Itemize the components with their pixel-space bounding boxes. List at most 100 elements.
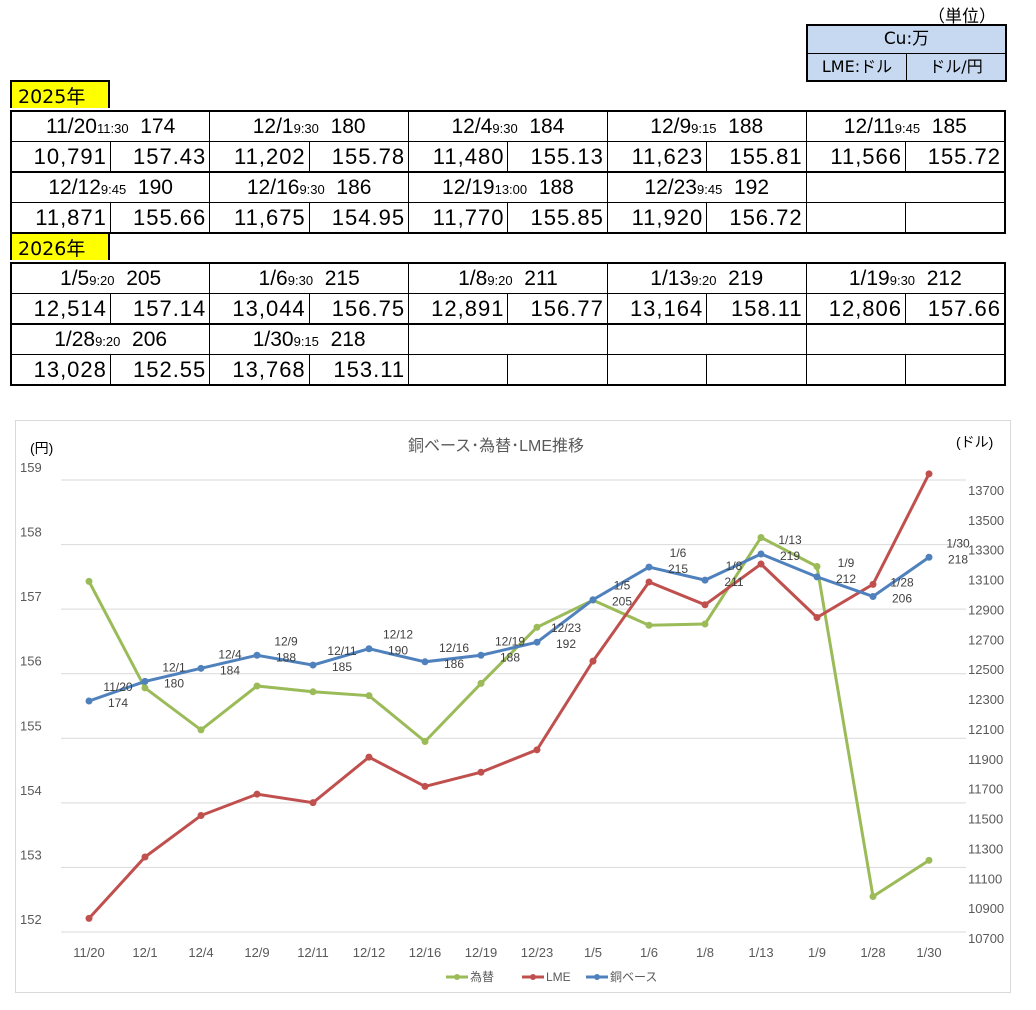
data-point — [141, 853, 149, 861]
right-tick-label: 11900 — [968, 752, 1003, 767]
data-label-value: 215 — [668, 562, 688, 576]
data-label-date: 12/23 — [551, 621, 581, 635]
data-point — [757, 560, 765, 568]
data-point — [477, 679, 485, 687]
data-point — [85, 914, 93, 922]
data-point — [757, 533, 765, 541]
time: 11:30 — [96, 120, 129, 136]
right-tick-label: 11700 — [968, 782, 1003, 797]
time: 9:30 — [287, 272, 314, 288]
time: 9:15 — [293, 333, 319, 349]
fx-cell: 155.13 — [507, 141, 608, 173]
date: 12/23 — [644, 175, 697, 199]
data-label-date: 12/12 — [383, 628, 413, 642]
right-tick-label: 12700 — [968, 632, 1004, 647]
x-tick-label: 1/28 — [860, 945, 885, 960]
data-point — [253, 682, 261, 690]
fx-cell: 152.55 — [109, 354, 211, 386]
series-line-0 — [87, 535, 930, 899]
data-label-value: 190 — [388, 644, 408, 658]
right-tick-label: 10900 — [968, 901, 1004, 916]
data-point — [645, 578, 653, 586]
date: 1/28 — [54, 327, 96, 351]
value-row: 13,028 152.55 13,768 153.11 — [10, 354, 1006, 386]
data-label-date: 12/19 — [495, 634, 525, 648]
data-label-date: 1/30 — [946, 536, 970, 550]
cu-price: 218 — [330, 327, 366, 351]
unit-fx: ドル/円 — [929, 57, 983, 76]
lme-cell: 12,806 — [805, 293, 907, 325]
date-cell: 1/289:20 206 — [10, 323, 211, 355]
cu-price: 174 — [140, 114, 176, 138]
cu-price: 215 — [324, 266, 360, 290]
date: 1/13 — [650, 266, 692, 290]
chart-title: 銅ベース･為替･LME推移 — [408, 437, 584, 455]
data-point — [421, 658, 429, 666]
series-line-1 — [87, 473, 931, 920]
lme-cell: 12,514 — [10, 293, 111, 325]
date-cell: 12/239:45 192 — [606, 171, 807, 203]
date-cell: 11/2011:30 174 — [10, 110, 211, 142]
empty-cell — [408, 354, 509, 386]
lme-cell: 10,791 — [10, 141, 111, 173]
cu-price: 219 — [728, 266, 764, 290]
data-label-date: 1/8 — [726, 559, 743, 573]
value-row: 10,791 157.43 11,202 155.78 11,480 155.13 11,6… — [10, 141, 1006, 173]
data-point — [421, 738, 429, 746]
price-table: 11/2011:30 174 12/19:30 180 12/49:30 184 12… — [10, 110, 1006, 234]
date-cell: 1/69:30 215 — [209, 262, 410, 294]
data-label-date: 1/28 — [890, 575, 914, 589]
left-tick-label: 154 — [20, 783, 42, 798]
date: 1/8 — [458, 266, 488, 290]
data-point — [925, 553, 933, 561]
date-cell: 1/139:20 219 — [606, 262, 807, 294]
right-tick-label: 12100 — [968, 722, 1004, 737]
x-tick-label: 12/16 — [409, 945, 442, 960]
data-point — [813, 563, 821, 571]
data-point — [925, 856, 933, 864]
empty-cell — [905, 354, 1006, 386]
fx-cell: 156.75 — [308, 293, 410, 325]
time: 9:30 — [293, 120, 319, 136]
data-label-value: 206 — [892, 591, 912, 605]
left-tick-label: 157 — [20, 589, 42, 604]
left-tick-label: 158 — [20, 525, 42, 540]
data-label-date: 12/1 — [162, 660, 186, 674]
lme-cell: 13,768 — [209, 354, 310, 386]
left-axis-label: (円) — [30, 440, 53, 456]
cu-price: 205 — [126, 266, 162, 290]
fx-cell: 157.43 — [109, 141, 211, 173]
data-label-value: 219 — [780, 549, 800, 563]
right-tick-label: 11500 — [968, 812, 1003, 827]
x-tick-label: 12/23 — [521, 945, 554, 960]
lme-cell: 11,920 — [606, 202, 708, 234]
empty-cell — [905, 202, 1006, 234]
data-point — [365, 753, 373, 761]
data-label-date: 1/9 — [838, 556, 855, 570]
data-point — [253, 790, 261, 798]
time: 9:45 — [100, 181, 127, 197]
left-tick-label: 155 — [20, 718, 42, 733]
data-point — [533, 638, 541, 646]
empty-cell — [507, 354, 608, 386]
data-point — [645, 621, 653, 629]
data-point — [141, 684, 149, 692]
right-tick-label: 13300 — [968, 543, 1004, 558]
date-cell: 12/99:15 188 — [606, 110, 807, 142]
fx-cell: 154.95 — [308, 202, 410, 234]
date: 1/30 — [252, 327, 294, 351]
cu-price: 180 — [330, 114, 366, 138]
right-tick-label: 12500 — [968, 662, 1004, 677]
lme-cell: 11,675 — [209, 202, 310, 234]
series-line-2 — [88, 552, 930, 703]
data-point — [197, 664, 205, 672]
value-row: 12,514 157.14 13,044 156.75 12,891 156.77 13,1… — [10, 293, 1006, 325]
empty-cell — [606, 354, 708, 386]
date: 12/19 — [442, 175, 495, 199]
data-label-value: 192 — [556, 637, 576, 651]
date-row: 11/2011:30 174 12/19:30 180 12/49:30 184 12… — [10, 110, 1006, 142]
date-row: 12/129:45 190 12/169:30 186 12/1913:00 188… — [10, 171, 1006, 203]
cu-price: 211 — [524, 266, 558, 290]
time: 9:15 — [691, 120, 717, 136]
left-tick-label: 159 — [20, 460, 42, 475]
